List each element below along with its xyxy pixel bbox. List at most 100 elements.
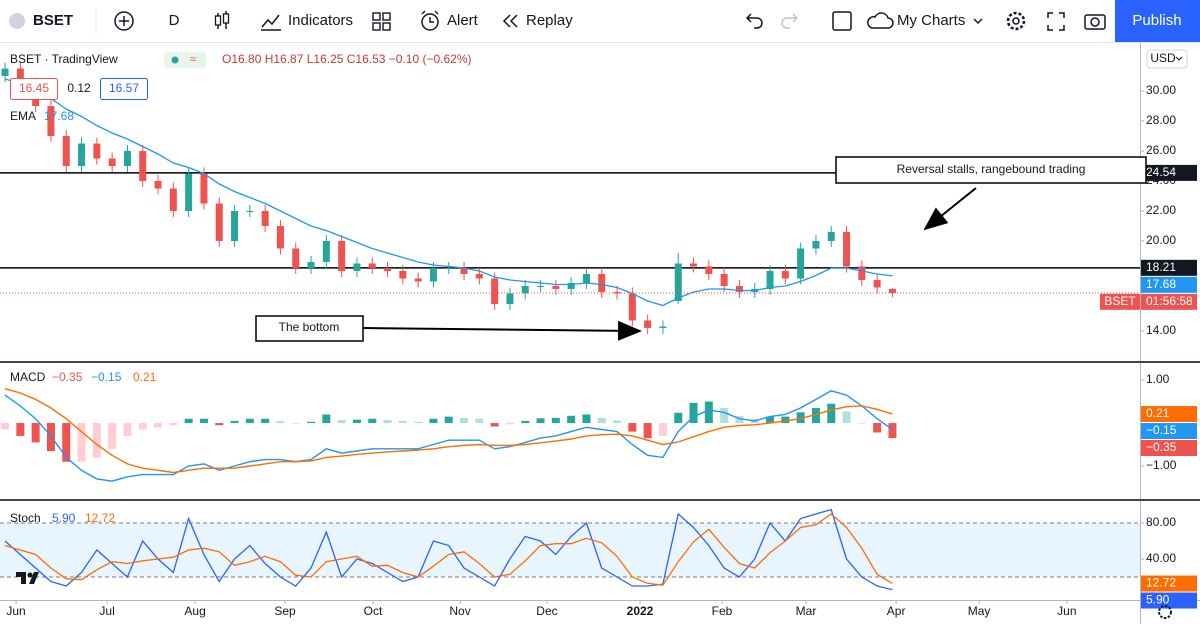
- histogram-bar: [475, 418, 484, 424]
- y-tick-label: 80.00: [1146, 515, 1176, 529]
- histogram-bar: [551, 417, 560, 424]
- cloud-icon: [867, 12, 894, 29]
- ask-box[interactable]: [100, 78, 148, 100]
- axis-settings[interactable]: [1158, 605, 1172, 619]
- replay-button[interactable]: Replay: [526, 12, 573, 29]
- y-tick-label: 22.00: [1146, 203, 1176, 217]
- candle-body: [123, 151, 131, 167]
- chart-type-icon-body: [214, 15, 222, 26]
- brand-logo: [16, 572, 39, 584]
- stoch-d-axis-label: 12.72: [1146, 576, 1176, 590]
- histogram-bar: [169, 423, 178, 426]
- candle-body: [261, 210, 269, 226]
- bid[interactable]: 16.45: [19, 81, 49, 95]
- histogram-bar: [720, 408, 729, 424]
- histogram-bar: [444, 416, 453, 424]
- candle-body: [62, 136, 70, 167]
- histogram-bar: [322, 414, 331, 424]
- layout-name[interactable]: My Charts: [897, 12, 965, 29]
- ohlc-legend: O16.80 H16.87 L16.25 C16.53 −0.10 (−0.62…: [222, 52, 472, 66]
- candle-body: [276, 225, 284, 249]
- last-price-symbol-box: [1100, 293, 1140, 310]
- candle-body: [429, 267, 437, 282]
- x-tick-label: Aug: [184, 604, 205, 618]
- candle-body: [338, 240, 346, 271]
- snapshot-lens: [1090, 17, 1100, 27]
- y-tick-label: 20.00: [1146, 233, 1176, 247]
- select-button[interactable]: [832, 11, 852, 31]
- price-axis-bg: [1140, 43, 1200, 624]
- toolbar-bg: [0, 0, 1200, 42]
- chart-type-icon-body: [222, 13, 230, 24]
- currency[interactable]: USD: [1150, 51, 1176, 65]
- candle-body: [246, 210, 254, 212]
- interval[interactable]: D: [169, 12, 180, 29]
- ema-line: [4, 78, 893, 307]
- histogram-bar: [888, 423, 897, 439]
- hline-label-box: [1141, 259, 1197, 276]
- currency-box[interactable]: [1146, 49, 1188, 69]
- layout-grid-icon[interactable]: [372, 12, 391, 31]
- y-tick-label: 40.00: [1146, 551, 1176, 565]
- signal-axis-label-box: [1141, 406, 1197, 423]
- undo-button[interactable]: [745, 13, 763, 29]
- annotation: Reversal stalls, rangebound trading: [897, 162, 1086, 176]
- publish-button[interactable]: Publish: [1132, 12, 1181, 29]
- histogram-bar: [352, 419, 361, 424]
- bid-box[interactable]: [10, 78, 58, 100]
- hline-label: 24.54: [1146, 165, 1176, 179]
- candle-body: [613, 291, 621, 294]
- annotation-arrow: [362, 320, 642, 341]
- histogram-bar: [108, 423, 117, 449]
- stoch-line: [4, 513, 893, 586]
- candle-body: [353, 263, 361, 271]
- histogram-bar: [199, 418, 208, 424]
- histogram-bar: [857, 423, 866, 424]
- ask[interactable]: 16.57: [109, 81, 139, 95]
- histogram-bar: [62, 423, 71, 462]
- fullscreen-button[interactable]: [1047, 12, 1065, 31]
- replay-icon: [502, 14, 518, 28]
- layout-menu[interactable]: [973, 18, 983, 25]
- candle-body: [888, 288, 896, 294]
- histogram-bar: [842, 411, 851, 424]
- candle-body: [858, 266, 866, 280]
- candle-body: [720, 273, 728, 286]
- stoch-k-axis-label-box: [1141, 592, 1197, 609]
- histogram-bar: [628, 423, 637, 432]
- status-pill: [164, 52, 206, 68]
- y-tick-label: −1.00: [1146, 458, 1177, 472]
- macd-signal-value: 0.21: [133, 370, 157, 384]
- annotation-arrow: [923, 187, 977, 231]
- histogram-bar: [245, 418, 254, 424]
- toolbar: BSET D Indicators Alert Replay My Charts…: [0, 0, 1200, 43]
- candle-body: [690, 263, 698, 267]
- indicators-button[interactable]: Indicators: [288, 12, 353, 29]
- settings-button[interactable]: [1006, 11, 1026, 31]
- histogram-bar: [368, 418, 377, 424]
- symbol[interactable]: BSET: [33, 12, 73, 29]
- macd-line-value: −0.15: [91, 370, 122, 384]
- countdown-label-box: [1141, 293, 1197, 310]
- candle-body: [537, 285, 545, 287]
- indicators-icon: [261, 14, 281, 31]
- histogram-bar: [674, 412, 683, 424]
- x-tick-label: Apr: [887, 604, 906, 618]
- candle-body: [705, 266, 713, 274]
- publish-button-bg[interactable]: [1115, 0, 1200, 42]
- ema-axis-label: 17.68: [1146, 277, 1176, 291]
- alert-button[interactable]: Alert: [447, 12, 479, 29]
- candle-body: [797, 248, 805, 279]
- compare-icon[interactable]: [114, 11, 134, 31]
- histogram-bar: [643, 423, 652, 439]
- candle-body: [873, 279, 881, 288]
- stoch-k-value: 5.90: [52, 511, 76, 525]
- candle-body: [384, 267, 392, 271]
- x-tick-label: Feb: [712, 604, 733, 618]
- macd-legend: MACD: [10, 370, 46, 384]
- histogram-bar: [261, 418, 270, 424]
- macd-axis-label-box: [1141, 423, 1197, 440]
- histogram-bar: [92, 423, 101, 458]
- snapshot-button[interactable]: [1084, 14, 1106, 30]
- redo-button[interactable]: [781, 13, 799, 29]
